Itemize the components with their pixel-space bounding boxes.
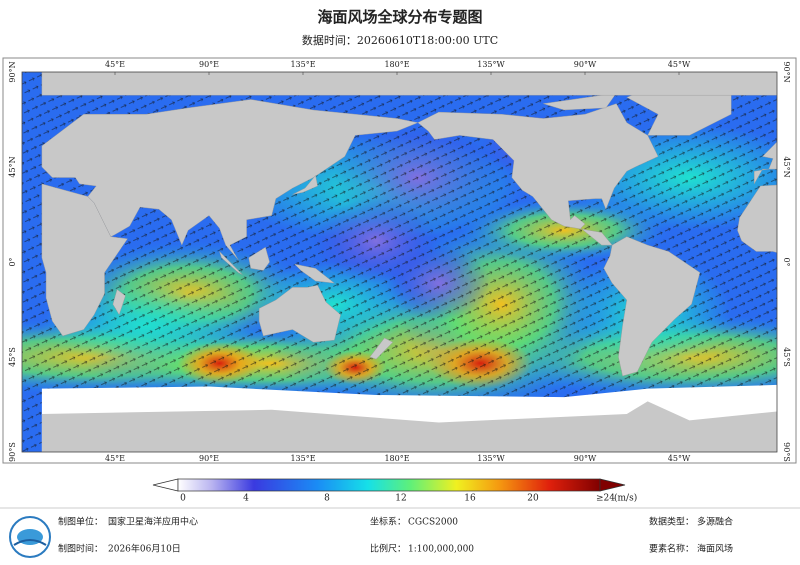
footer-value: 2026年06月10日 [108, 543, 181, 555]
lon-label-bottom: 45°W [668, 454, 691, 463]
colorbar-min-arrow [152, 478, 179, 492]
land [754, 141, 777, 185]
map-border [21, 71, 778, 453]
title: 海面风场全球分布专题图 [317, 8, 482, 26]
colorbar-unit: (m/s) [614, 493, 637, 504]
map-frame [2, 57, 797, 464]
lon-label-top: 90°E [199, 60, 219, 69]
lon-label-top: 45°W [668, 60, 691, 69]
land [292, 174, 318, 195]
lat-label-right: 90°N [782, 61, 791, 82]
logo [9, 516, 51, 558]
land [219, 251, 243, 275]
lat-label-right: 0° [782, 257, 791, 266]
lon-label-bottom: 135°E [290, 454, 315, 463]
land [737, 184, 777, 253]
colorbar-max-label: ≥24 [596, 494, 615, 504]
colorbar-tick-label: 12 [395, 494, 406, 504]
colorbar-tick-label: 0 [180, 494, 186, 504]
land [41, 99, 419, 261]
lon-label-top: 135°W [477, 60, 505, 69]
lon-label-bottom: 180°E [384, 454, 409, 463]
footer-label: 比例尺： [370, 543, 406, 555]
antarctica [41, 401, 777, 452]
footer-label: 坐标系： [370, 516, 406, 528]
land [369, 337, 394, 360]
lon-label-top: 90°W [574, 60, 597, 69]
lat-label-left: 90°N [8, 61, 17, 82]
footer-label: 要素名称： [649, 543, 694, 555]
lon-label-top: 180°E [384, 60, 409, 69]
lon-label-top: 45°E [105, 60, 125, 69]
map [22, 72, 777, 452]
colorbar-tick-label: 16 [464, 494, 476, 504]
land [417, 103, 659, 246]
lat-label-left: 90°S [8, 442, 17, 462]
lat-label-right: 45°S [782, 347, 791, 367]
colorbar-tick-label: 20 [527, 494, 539, 504]
footer-label: 数据类型： [649, 516, 694, 528]
land [248, 246, 270, 271]
footer-value: 1:100,000,000 [408, 545, 474, 555]
colorbar-max-arrow [599, 478, 626, 492]
colorbar-tick-label: 4 [243, 494, 249, 504]
footer-label: 制图时间： [58, 543, 103, 555]
colorbar-ramp [177, 478, 601, 492]
colorbar: ≥24 (m/s) 0 4 8 12 16 20 [152, 478, 637, 504]
lat-label-right: 90°S [782, 442, 791, 462]
lon-label-top: 135°E [290, 60, 315, 69]
land [112, 289, 126, 316]
footer-value: 多源融合 [697, 516, 733, 528]
footer-value: 国家卫星海洋应用中心 [108, 516, 198, 528]
footer-label: 制图单位： [58, 516, 103, 528]
land [258, 284, 341, 343]
lon-label-bottom: 90°E [199, 454, 219, 463]
subtitle: 数据时间：20260610T18:00:00 UTC [302, 33, 498, 47]
lat-label-left: 45°N [8, 156, 17, 177]
footer-value: 海面风场 [697, 543, 733, 555]
colorbar-tick-label: 8 [324, 494, 330, 504]
lon-label-bottom: 135°W [477, 454, 505, 463]
land [294, 263, 336, 284]
land [543, 92, 617, 111]
footer-value: CGCS2000 [408, 518, 458, 528]
logo-wave [13, 539, 47, 546]
lat-label-right: 45°N [782, 156, 791, 177]
land [603, 236, 701, 377]
lon-label-bottom: 45°E [105, 454, 125, 463]
lat-label-left: 45°S [8, 347, 17, 367]
lon-label-bottom: 90°W [574, 454, 597, 463]
land [41, 72, 777, 96]
lat-label-left: 0° [8, 257, 17, 266]
